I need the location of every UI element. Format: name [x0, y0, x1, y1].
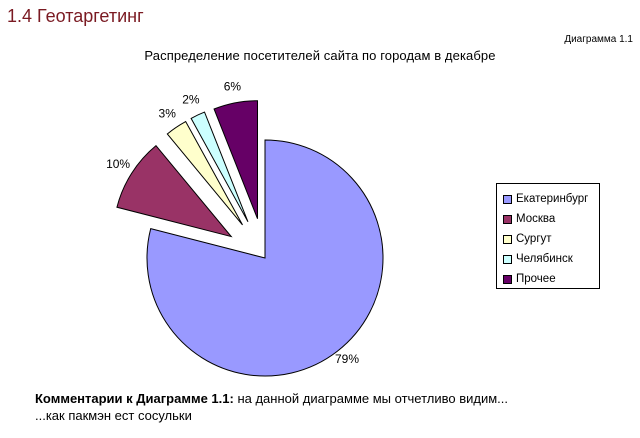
- legend-swatch: [503, 214, 512, 224]
- chart-comment: Комментарии к Диаграмме 1.1: на данной д…: [35, 390, 508, 424]
- comment-line-1: Комментарии к Диаграмме 1.1: на данной д…: [35, 390, 508, 407]
- slice-value-label-4: 2%: [182, 93, 200, 107]
- diagram-label: Диаграмма 1.1: [564, 34, 633, 45]
- legend-label: Екатеринбург: [516, 193, 589, 205]
- slice-value-label-1: 79%: [335, 352, 359, 366]
- slice-value-label-5: 6%: [224, 79, 242, 93]
- pie-slice-1: [146, 139, 384, 377]
- pie-slice-5: [213, 100, 259, 219]
- pie-slice-3: [166, 120, 243, 226]
- chart-legend: Екатеринбург Москва Сургут Челябинск Прочее: [496, 183, 600, 289]
- slice-value-label-3: 3%: [159, 106, 177, 120]
- chart-title: Распределение посетителей сайта по город…: [144, 48, 496, 63]
- slice-value-label-2: 10%: [106, 157, 130, 171]
- legend-item-2: Москва: [503, 209, 599, 229]
- legend-item-4: Челябинск: [503, 249, 599, 269]
- legend-swatch: [503, 194, 512, 204]
- legend-label: Москва: [516, 213, 556, 225]
- legend-item-3: Сургут: [503, 229, 599, 249]
- pie-slice-2: [116, 144, 233, 238]
- legend-label: Челябинск: [516, 253, 573, 265]
- pie-slice-4: [190, 111, 249, 223]
- comment-line-2: ...как пакмэн ест сосульки: [35, 408, 192, 423]
- comment-text: на данной диаграмме мы отчетливо видим..…: [233, 391, 509, 406]
- legend-item-5: Прочее: [503, 269, 599, 289]
- legend-swatch: [503, 254, 512, 264]
- legend-label: Прочее: [516, 273, 556, 285]
- comment-heading: Комментарии к Диаграмме 1.1:: [35, 391, 234, 406]
- legend-label: Сургут: [516, 233, 552, 245]
- legend-item-1: Екатеринбург: [503, 189, 599, 209]
- legend-swatch: [503, 274, 512, 284]
- section-title: 1.4 Геотаргетинг: [7, 6, 144, 26]
- legend-swatch: [503, 234, 512, 244]
